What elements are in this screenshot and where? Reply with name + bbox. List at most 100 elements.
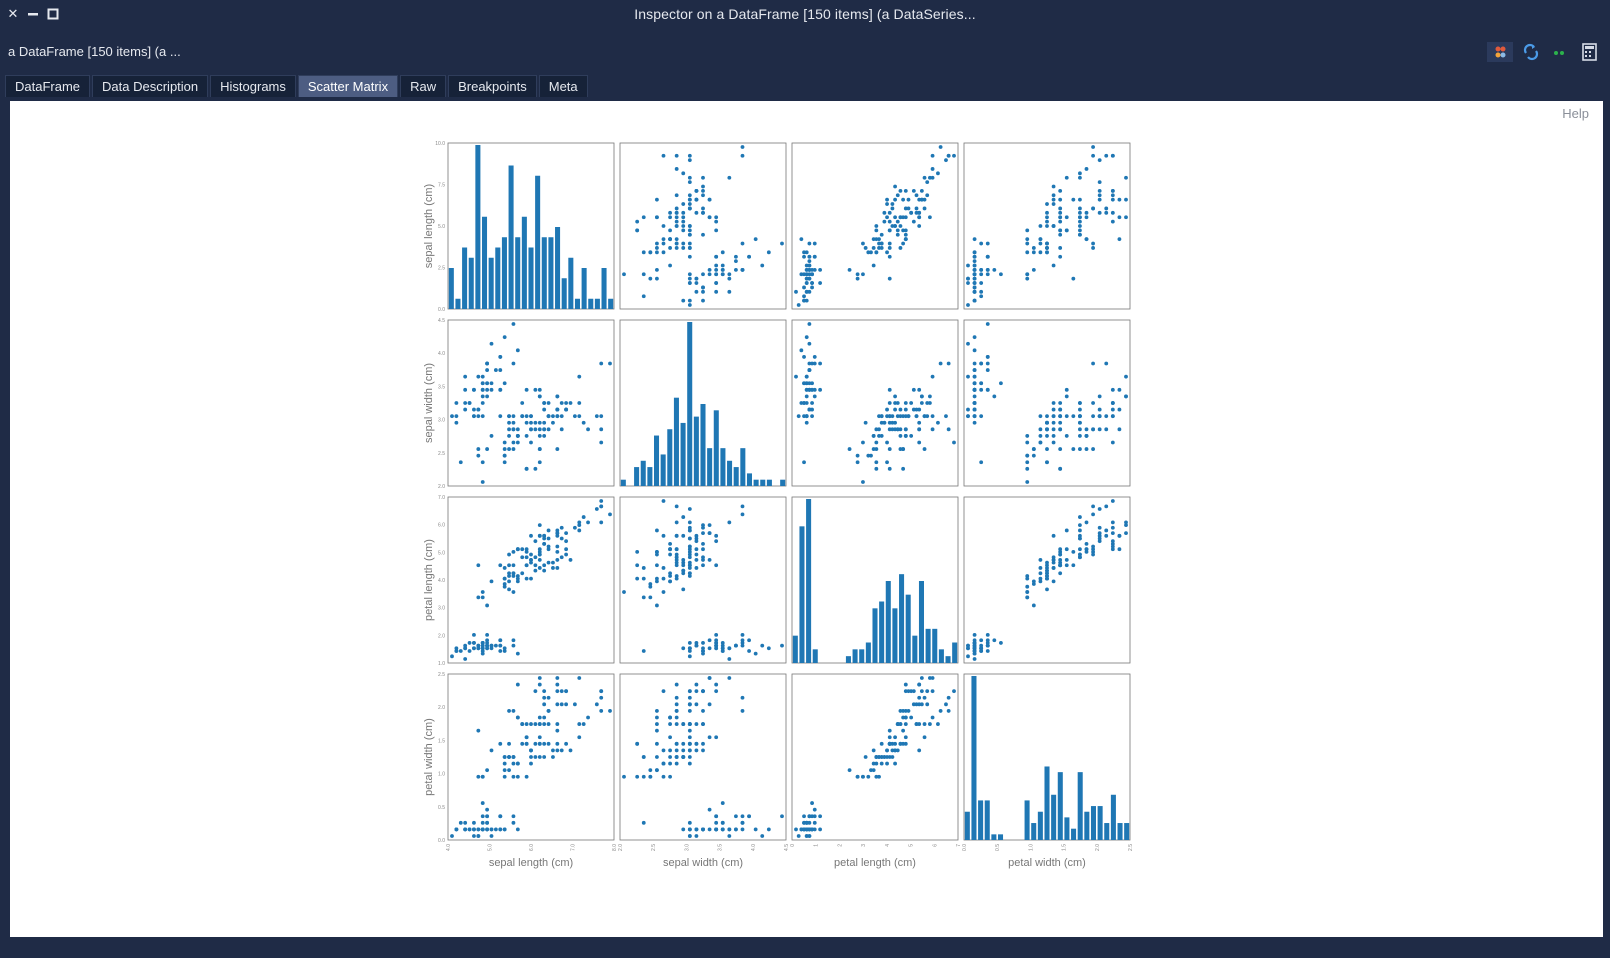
scatter-point: [882, 219, 887, 224]
scatter-point: [1084, 167, 1089, 171]
scatter-point: [533, 427, 538, 432]
scatter-point: [1038, 427, 1043, 432]
scatter-point: [661, 576, 666, 581]
histogram-bar: [660, 454, 666, 486]
scatter-point: [1110, 499, 1115, 503]
scatter-point: [911, 387, 916, 392]
scatter-point: [568, 748, 573, 753]
scatter-point: [555, 531, 560, 536]
scatter-point: [740, 820, 745, 825]
scatter-point: [559, 525, 564, 530]
scatter-point: [871, 447, 876, 451]
scatter-point: [515, 440, 520, 445]
scatter-point: [577, 414, 582, 419]
tab-data-description[interactable]: Data Description: [92, 75, 209, 97]
scatter-point: [812, 820, 817, 825]
scatter-point: [454, 646, 459, 651]
scatter-point: [687, 728, 692, 733]
maximize-icon[interactable]: [46, 7, 60, 21]
dots-icon[interactable]: [1546, 42, 1572, 62]
scatter-point: [681, 246, 686, 250]
scatter-point: [903, 689, 908, 694]
scatter-point: [555, 566, 560, 570]
scatter-point: [1084, 237, 1089, 242]
scatter-point: [720, 801, 725, 805]
scatter-point: [874, 774, 879, 779]
scatter-point: [701, 646, 705, 651]
scatter-point: [668, 748, 672, 753]
scatter-point: [1025, 453, 1030, 458]
scatter-point: [972, 374, 977, 379]
scatter-point: [807, 263, 812, 268]
scatter-point: [1038, 241, 1043, 246]
tab-meta[interactable]: Meta: [538, 75, 588, 97]
scatter-point: [1025, 460, 1030, 465]
help-link[interactable]: Help: [1562, 106, 1589, 121]
scatter-point: [919, 188, 924, 193]
tab-breakpoints[interactable]: Breakpoints: [448, 75, 537, 97]
scatter-point: [799, 827, 804, 832]
scatter-point: [818, 814, 823, 819]
histogram-bar: [620, 479, 626, 486]
scatter-point: [485, 394, 490, 399]
scatter-point: [972, 407, 977, 412]
scatter-point: [681, 202, 686, 206]
scatter-point: [687, 571, 692, 576]
tab-raw[interactable]: Raw: [400, 75, 447, 97]
scatter-point: [681, 646, 686, 651]
scatter-point: [714, 267, 719, 272]
scatter-point: [903, 715, 908, 720]
x-tick-label: 0: [790, 844, 796, 847]
close-icon[interactable]: ✕: [7, 6, 19, 21]
scatter-point: [635, 774, 640, 779]
scatter-point: [799, 237, 804, 242]
scatter-point: [917, 695, 922, 700]
scatter-point: [701, 210, 705, 215]
scatter-point: [674, 246, 679, 250]
scatter-point: [681, 298, 686, 303]
scatter-point: [804, 281, 809, 285]
scatter-point: [909, 689, 914, 694]
scatter-point: [936, 171, 940, 176]
tab-histograms[interactable]: Histograms: [210, 75, 296, 97]
scatter-point: [542, 695, 547, 700]
scatter-point: [485, 387, 490, 392]
scatter-point: [635, 576, 640, 581]
refresh-icon[interactable]: [1518, 42, 1544, 62]
scatter-point: [1104, 361, 1109, 366]
scatter-point: [893, 420, 897, 425]
scatter-point: [533, 568, 538, 573]
inspect-icon[interactable]: [1487, 42, 1513, 62]
scatter-point: [985, 387, 990, 392]
scatter-point: [707, 531, 712, 536]
scatter-point: [511, 361, 516, 366]
scatter-point: [502, 584, 507, 589]
scatter-point: [901, 447, 906, 451]
y-tick-label: 2.5: [438, 672, 445, 678]
tab-scatter-matrix[interactable]: Scatter Matrix: [297, 75, 399, 97]
scatter-point: [694, 566, 699, 570]
scatter-point: [655, 276, 659, 281]
y-tick-label: 3.0: [438, 418, 445, 424]
scatter-point: [681, 722, 686, 726]
scatter-point: [720, 250, 725, 255]
scatter-point: [687, 574, 692, 578]
scatter-point: [807, 276, 812, 281]
minimize-icon[interactable]: [26, 7, 40, 21]
scatter-point: [1025, 237, 1030, 242]
scatter-point: [515, 574, 520, 578]
scatter-point: [635, 741, 640, 746]
scatter-point: [734, 814, 738, 819]
scatter-point: [537, 676, 542, 680]
scatter-point: [687, 552, 692, 557]
scatter-point: [866, 250, 871, 255]
calculator-icon[interactable]: [1576, 42, 1602, 62]
scatter-point: [1097, 210, 1102, 215]
tab-dataframe[interactable]: DataFrame: [5, 75, 91, 97]
scatter-point: [1104, 533, 1109, 538]
y-tick-label: 2.0: [438, 484, 445, 490]
scatter-point: [454, 401, 459, 405]
scatter-point: [537, 523, 542, 528]
histogram-bar: [495, 247, 501, 309]
scatter-point: [537, 420, 542, 425]
